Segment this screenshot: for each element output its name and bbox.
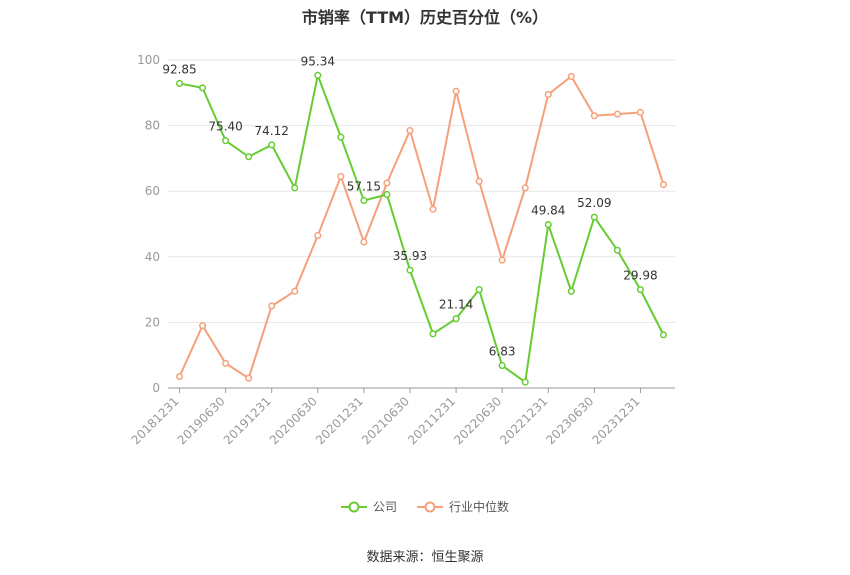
legend-item-company[interactable]: 公司: [340, 498, 397, 515]
x-tick-label: 20221231: [497, 394, 550, 447]
x-tick-label: 20210630: [359, 394, 412, 447]
data-point-0: [222, 137, 230, 145]
data-point-1: [452, 87, 460, 95]
legend-label-company: 公司: [372, 500, 397, 514]
data-label: 95.34: [301, 54, 335, 68]
data-point-1: [475, 177, 483, 185]
data-point-0: [337, 133, 345, 141]
legend-marker-industry-icon: [417, 501, 443, 512]
data-point-0: [406, 266, 414, 274]
data-point-1: [590, 112, 598, 120]
data-point-0: [452, 315, 460, 323]
y-tick-label: 20: [145, 315, 160, 329]
data-label: 92.85: [162, 62, 196, 76]
data-point-1: [337, 172, 345, 180]
data-point-1: [314, 231, 322, 240]
y-tick-label: 80: [145, 119, 160, 133]
data-point-0: [383, 190, 391, 199]
legend-label-industry-median: 行业中位数: [449, 500, 510, 514]
data-point-0: [475, 286, 483, 294]
data-point-1: [245, 374, 253, 382]
y-tick-label: 60: [145, 184, 160, 198]
x-tick-label: 20201231: [313, 394, 366, 447]
data-point-1: [268, 302, 276, 310]
x-tick-label: 20211231: [405, 394, 458, 447]
data-point-1: [291, 287, 299, 295]
data-point-1: [521, 184, 529, 192]
data-point-0: [199, 84, 207, 92]
x-tick-label: 20220630: [451, 394, 504, 447]
x-tick-label: 20181231: [129, 394, 182, 447]
data-point-1: [406, 126, 414, 135]
data-point-1: [360, 238, 368, 246]
data-label: 6.83: [489, 345, 516, 359]
data-label: 49.84: [531, 204, 565, 218]
x-tick-label: 20190630: [175, 394, 228, 447]
data-point-0: [314, 71, 322, 79]
data-label: 21.14: [439, 298, 473, 312]
data-point-1: [544, 90, 552, 98]
y-tick-label: 40: [145, 250, 160, 264]
data-point-1: [498, 256, 506, 264]
data-label: 75.40: [208, 120, 242, 134]
data-point-0: [268, 141, 276, 149]
legend-marker-company-icon: [340, 501, 367, 512]
data-point-1: [429, 205, 437, 213]
y-tick-label: 100: [137, 53, 160, 67]
data-point-0: [636, 286, 644, 294]
data-point-1: [636, 108, 644, 117]
data-label: 35.93: [393, 249, 427, 263]
data-point-1: [659, 181, 668, 189]
series-line-0: [179, 71, 665, 384]
chart-title: 市销率（TTM）历史百分位（%）: [301, 8, 549, 27]
data-point-0: [245, 153, 253, 161]
data-point-0: [429, 330, 437, 338]
series-line-1: [178, 74, 665, 380]
data-point-0: [498, 362, 506, 370]
data-point-0: [521, 378, 529, 386]
data-point-0: [544, 220, 552, 229]
legend-item-industry-median[interactable]: 行业中位数: [417, 498, 509, 515]
data-label: 57.15: [347, 180, 381, 194]
data-point-1: [222, 359, 230, 367]
data-point-0: [659, 331, 668, 339]
data-label: 29.98: [623, 269, 657, 283]
x-tick-label: 20191231: [221, 394, 274, 447]
x-tick-label: 20200630: [267, 394, 320, 447]
x-tick-label: 20230630: [543, 394, 596, 447]
data-point-0: [590, 213, 598, 221]
data-point-0: [613, 246, 621, 254]
data-label: 52.09: [577, 196, 611, 210]
y-tick-label: 0: [152, 381, 160, 395]
data-point-1: [175, 372, 184, 381]
data-label: 74.12: [255, 124, 289, 138]
data-point-1: [199, 322, 207, 330]
x-tick-label: 20231231: [589, 394, 642, 447]
source-note: 数据来源：恒生聚源: [366, 550, 484, 565]
data-point-0: [360, 196, 368, 205]
chart-legend: 公司 行业中位数: [0, 498, 850, 515]
data-point-0: [291, 184, 299, 192]
data-point-1: [567, 72, 575, 80]
data-point-0: [175, 79, 184, 88]
data-point-0: [567, 287, 575, 295]
data-point-1: [613, 110, 621, 118]
data-point-1: [383, 179, 391, 187]
